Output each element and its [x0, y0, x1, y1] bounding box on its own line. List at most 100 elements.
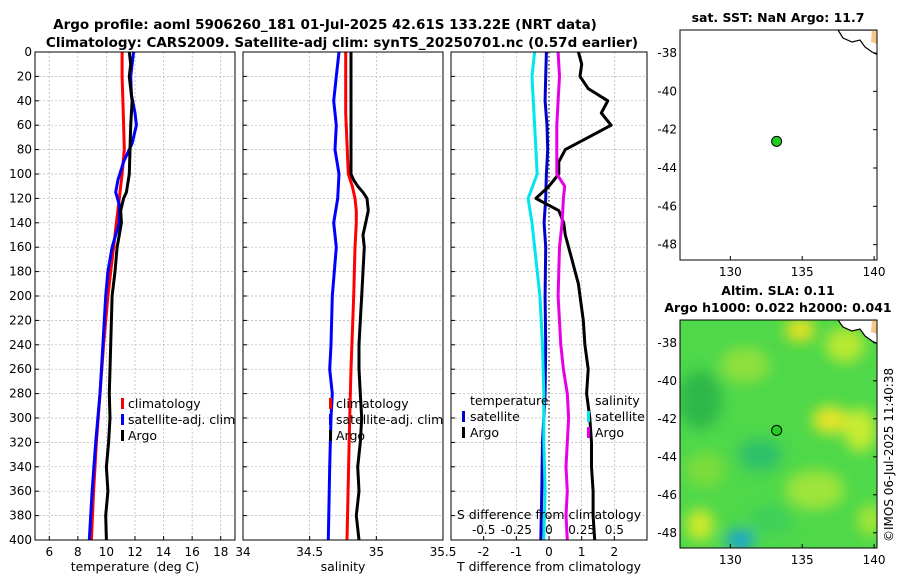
sla-map-panel: Altim. SLA: 0.11 Argo h1000: 0.022 h2000…	[657, 283, 891, 567]
sla-map-title-line1: Altim. SLA: 0.11	[721, 283, 834, 298]
salinity-grid	[242, 51, 444, 541]
y-tick-label: 300	[9, 411, 32, 425]
salinity-ticks: 34 34.5 35 35.5	[235, 51, 457, 559]
y-tick-label: 400	[9, 533, 32, 547]
y-tick-label: 60	[17, 118, 32, 132]
temperature-lines	[87, 51, 138, 541]
map-y-tick-label: -40	[657, 84, 677, 98]
difference-panel: -2 -1 0 1 2 -0.5 -0.25 0 0.25 0.5 T difference fr…	[450, 51, 648, 574]
x-tick-label: 34.5	[296, 545, 323, 559]
series-line-satellite-adj-clim	[326, 51, 341, 541]
sla-map-ticks: 130 135 140 -38 -40 -42 -44 -46 -48	[657, 336, 885, 567]
y-tick-label: 120	[9, 191, 32, 205]
sla-heatmap-blobs	[680, 320, 877, 548]
map-x-tick-label: 140	[863, 265, 886, 279]
legend-swatch-satellite-adj	[329, 414, 332, 425]
x-tick-label: 8	[74, 545, 82, 559]
figure-title-line1: Argo profile: aoml 5906260_181 01-Jul-20…	[53, 17, 597, 33]
sst-map-frame	[679, 29, 878, 261]
imos-watermark: ©IMOS 06-Jul-2025 11:40:38	[882, 368, 896, 542]
salinity-xlabel: salinity	[321, 559, 366, 574]
y-tick-label: 20	[17, 69, 32, 83]
x-tick-label: 18	[213, 545, 228, 559]
x-tick-label: 34	[235, 545, 250, 559]
sst-map-panel: sat. SST: NaN Argo: 11.7 130 135 140 -38 -40…	[657, 10, 885, 279]
argo-location-marker	[771, 424, 783, 436]
sla-map-title-line2: Argo h1000: 0.022 h2000: 0.041	[664, 300, 891, 315]
map-y-tick-label: -44	[657, 450, 677, 464]
map-x-tick-label: 135	[791, 265, 814, 279]
series-line-argo	[104, 51, 134, 541]
sst-map-coast	[837, 30, 877, 56]
coastline	[837, 320, 877, 345]
legend-label-satellite-adj: satellite-adj. clim	[336, 412, 443, 427]
legend-label-satellite-adj: satellite-adj. clim	[128, 412, 235, 427]
argo-location-marker	[771, 135, 783, 147]
top-tick-label: 0	[545, 523, 553, 537]
x-tick-label: 0	[545, 545, 553, 559]
series-line-climatology	[344, 52, 358, 541]
map-y-tick-label: -46	[657, 199, 677, 213]
map-x-tick-label: 135	[791, 553, 814, 567]
land-patch	[871, 30, 877, 44]
x-tick-label: 35.5	[430, 545, 457, 559]
legend-header-temperature: temperature	[470, 393, 549, 408]
legend-header-salinity: salinity	[595, 393, 640, 408]
coastline	[837, 30, 877, 56]
legend-swatch-climatology	[121, 398, 124, 409]
y-tick-label: 100	[9, 167, 32, 181]
y-tick-label: 260	[9, 362, 32, 376]
y-tick-label: 0	[24, 45, 32, 59]
legend-label-sal-argo: Argo	[595, 425, 624, 440]
legend-label-temp-argo: Argo	[470, 425, 499, 440]
legend-label-sal-satellite: satellite	[595, 409, 645, 424]
y-tick-label: 360	[9, 484, 32, 498]
top-tick-label: -0.25	[501, 523, 532, 537]
legend-swatch-climatology	[329, 398, 332, 409]
temperature-xlabel: temperature (deg C)	[71, 559, 200, 574]
y-tick-label: 140	[9, 216, 32, 230]
x-tick-label: 14	[156, 545, 171, 559]
y-tick-label: 160	[9, 240, 32, 254]
series-line-salinity-satellite	[526, 51, 547, 541]
x-tick-label: 2	[611, 545, 619, 559]
y-tick-label: 180	[9, 265, 32, 279]
legend-label-argo: Argo	[336, 428, 365, 443]
temperature-panel: 0 20 40 60 80 100 120 140 160 180 200 220 240 260 280 3…	[9, 45, 236, 574]
y-tick-label: 340	[9, 460, 32, 474]
y-tick-label: 80	[17, 143, 32, 157]
x-tick-label: 10	[99, 545, 114, 559]
sst-map-ticks: 130 135 140 -38 -40 -42 -44 -46 -48	[657, 46, 885, 279]
temperature-ticks: 0 20 40 60 80 100 120 140 160 180 200 220 240 260 280 3…	[9, 45, 228, 559]
difference-legend: temperature satellite Argo salinity sate…	[462, 393, 645, 440]
y-tick-label: 240	[9, 338, 32, 352]
figure-title-line2: Climatology: CARS2009. Satellite-adj cli…	[46, 35, 638, 51]
legend-label-climatology: climatology	[128, 396, 201, 411]
legend-swatch-temp-satellite	[462, 411, 465, 422]
y-tick-label: 320	[9, 435, 32, 449]
legend-swatch-argo	[121, 430, 124, 441]
top-tick-label: 0.5	[605, 523, 624, 537]
map-x-tick-label: 140	[863, 553, 886, 567]
series-line-salinity-argo	[555, 51, 571, 541]
y-tick-label: 380	[9, 509, 32, 523]
sla-map-frame	[679, 319, 878, 549]
top-tick-label: 0.25	[568, 523, 595, 537]
series-line-argo	[349, 52, 370, 541]
map-y-tick-label: -48	[657, 526, 677, 540]
legend-label-climatology: climatology	[336, 396, 409, 411]
land-patch	[871, 320, 877, 334]
map-y-tick-label: -40	[657, 374, 677, 388]
legend-swatch-temp-argo	[462, 427, 465, 438]
map-y-tick-label: -48	[657, 238, 677, 252]
difference-top-xlabel: S difference from climatology	[457, 507, 642, 522]
x-tick-label: -2	[478, 545, 490, 559]
map-y-tick-label: -38	[657, 46, 677, 60]
map-y-tick-label: -42	[657, 412, 677, 426]
y-tick-label: 280	[9, 387, 32, 401]
y-tick-label: 200	[9, 289, 32, 303]
map-y-tick-label: -42	[657, 123, 677, 137]
legend-label-argo: Argo	[128, 428, 157, 443]
map-x-tick-label: 130	[719, 553, 742, 567]
